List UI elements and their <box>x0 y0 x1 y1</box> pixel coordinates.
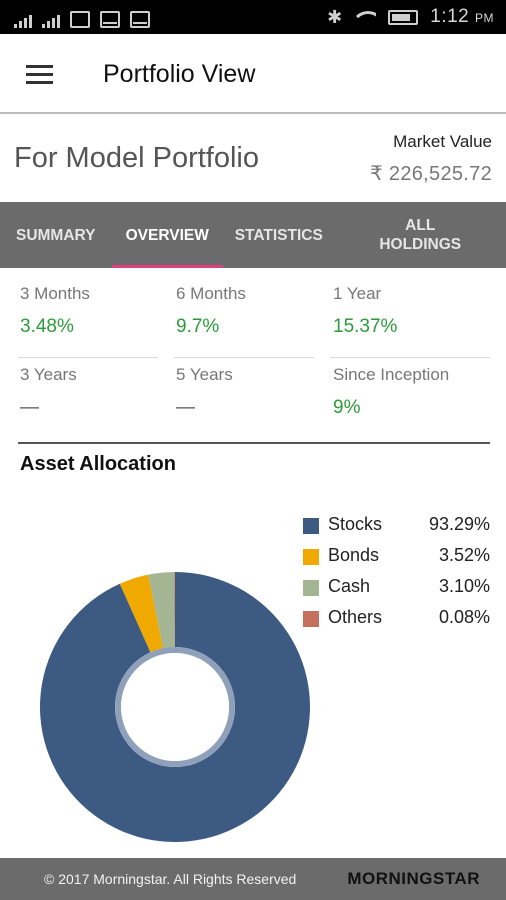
legend-item-others: Others 0.08% <box>302 607 492 638</box>
legend-value: 3.52% <box>438 545 490 565</box>
mail-icon <box>100 11 120 28</box>
bluetooth-icon: ✱ <box>327 6 343 27</box>
return-value: 3.48% <box>20 316 74 337</box>
page-title: Portfolio View <box>103 60 256 88</box>
tab-all-holdings[interactable]: ALL HOLDINGS <box>335 202 506 268</box>
market-value: ₹ 226,525.72 <box>370 163 492 185</box>
return-3-years: 3 Years — <box>20 365 160 419</box>
return-label: 3 Years <box>20 365 77 384</box>
return-label: 1 Year <box>333 284 382 303</box>
market-value-label: Market Value <box>393 132 492 151</box>
signal-icon <box>14 12 32 28</box>
return-label: 3 Months <box>20 284 90 303</box>
legend-value: 93.29% <box>428 514 490 534</box>
slice-stocks[interactable] <box>40 572 310 842</box>
legend-label: Others <box>328 607 383 627</box>
portfolio-header: For Model Portfolio Market Value ₹ 226,5… <box>0 116 506 202</box>
legend-label: Stocks <box>328 514 383 534</box>
slice-cash[interactable] <box>148 572 175 649</box>
tab-bar: SUMMARY OVERVIEW STATISTICS ALL HOLDINGS <box>0 202 506 268</box>
donut-hole <box>121 653 229 761</box>
mail-icon <box>130 11 150 28</box>
return-label: 5 Years <box>176 365 233 384</box>
asset-allocation-donut-chart <box>40 572 310 842</box>
return-6-months: 6 Months 9.7% <box>176 284 316 338</box>
slice-bonds[interactable] <box>119 574 164 653</box>
legend-item-bonds: Bonds 3.52% <box>302 545 492 576</box>
legend-value: 0.08% <box>438 607 490 627</box>
app-bar: Portfolio View <box>0 34 506 114</box>
asset-allocation-title: Asset Allocation <box>20 453 176 475</box>
copyright-text: © 2017 Morningstar. All Rights Reserved <box>44 871 297 887</box>
status-left-icons <box>14 6 150 28</box>
tab-all-holdings-label: ALL HOLDINGS <box>379 217 462 253</box>
tab-summary[interactable]: SUMMARY <box>15 226 96 244</box>
footer: © 2017 Morningstar. All Rights Reserved … <box>0 858 506 900</box>
status-time: 1:12 PM <box>430 6 494 27</box>
morningstar-logo: MORNINGSTAR <box>347 869 480 888</box>
return-5-years: 5 Years — <box>176 365 316 419</box>
return-value: 9% <box>333 397 361 418</box>
legend-swatch <box>303 549 319 565</box>
return-value: 15.37% <box>333 316 398 337</box>
divider <box>18 357 158 358</box>
legend-item-cash: Cash 3.10% <box>302 576 492 607</box>
chart-legend: Stocks 93.29% Bonds 3.52% Cash 3.10% Oth… <box>302 514 492 638</box>
portfolio-name: For Model Portfolio <box>14 142 259 174</box>
legend-label: Cash <box>328 576 371 596</box>
return-label: Since Inception <box>333 365 450 384</box>
divider <box>330 357 490 358</box>
return-since-inception: Since Inception 9% <box>333 365 493 419</box>
return-label: 6 Months <box>176 284 246 303</box>
tab-overview[interactable]: OVERVIEW <box>111 202 224 268</box>
signal-icon <box>42 12 60 28</box>
legend-swatch <box>303 611 319 627</box>
battery-icon <box>388 9 419 25</box>
wifi-icon <box>354 9 377 25</box>
legend-swatch <box>303 518 319 534</box>
return-value: — <box>20 397 39 418</box>
divider <box>174 357 314 358</box>
slice-others[interactable] <box>174 572 175 648</box>
return-value: 9.7% <box>176 316 220 337</box>
legend-label: Bonds <box>328 545 380 565</box>
return-1-year: 1 Year 15.37% <box>333 284 493 338</box>
status-right-icons: ✱ 1:12 PM <box>327 5 494 29</box>
legend-item-stocks: Stocks 93.29% <box>302 514 492 545</box>
section-divider <box>18 442 490 444</box>
legend-swatch <box>303 580 319 596</box>
image-icon <box>70 11 90 28</box>
legend-value: 3.10% <box>438 576 490 596</box>
menu-icon[interactable] <box>26 65 54 85</box>
tab-statistics[interactable]: STATISTICS <box>234 226 323 244</box>
donut-inner-ring <box>115 647 235 767</box>
return-3-months: 3 Months 3.48% <box>20 284 160 338</box>
return-value: — <box>176 397 195 418</box>
status-bar: ✱ 1:12 PM <box>0 0 506 34</box>
